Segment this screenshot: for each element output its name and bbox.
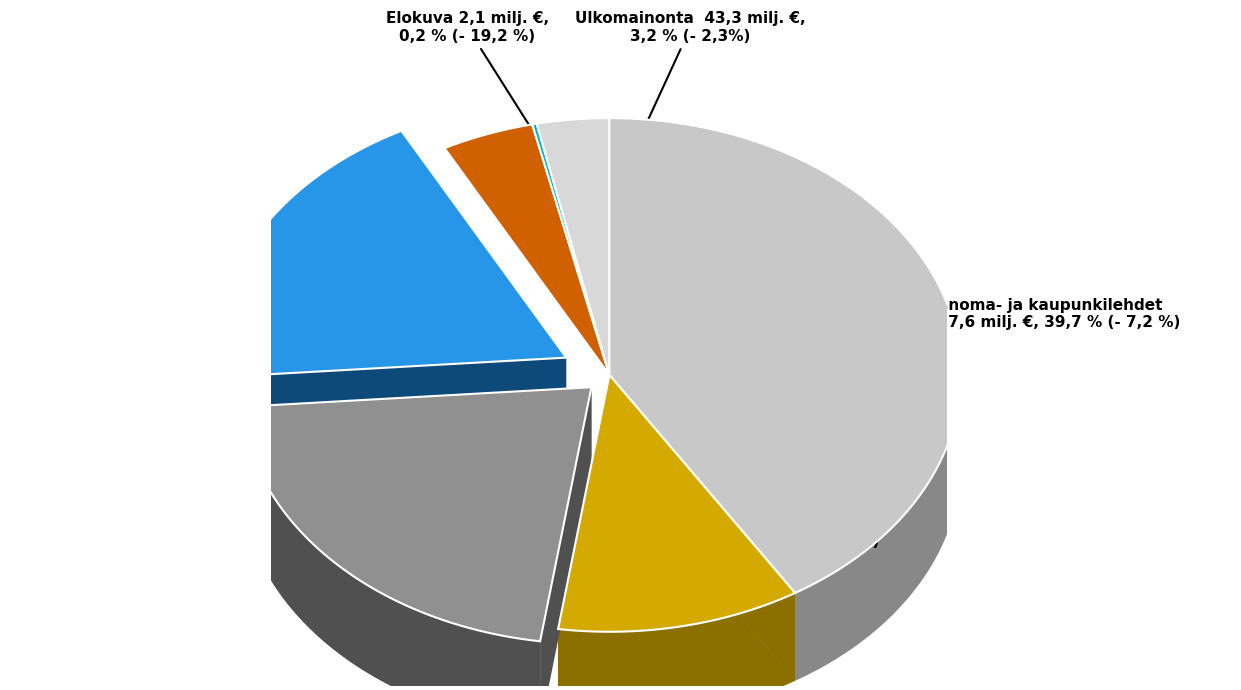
Polygon shape [558,375,609,690]
Polygon shape [216,357,566,465]
PathPatch shape [558,375,795,632]
Text: Ulkomainonta  43,3 milj. €,
3,2 % (- 2,3%): Ulkomainonta 43,3 milj. €, 3,2 % (- 2,3%… [575,12,805,141]
Polygon shape [241,387,592,495]
Polygon shape [795,373,961,681]
Text: Televisio 280,1 milj. €
20,7 % (- 1,1): Televisio 280,1 milj. € 20,7 % (- 1,1) [328,433,513,466]
Polygon shape [609,375,795,681]
Text: Radio
55,4 milj. €
4,1 % (- 3,2 %): Radio 55,4 milj. € 4,1 % (- 3,2 %) [565,190,680,236]
PathPatch shape [532,124,609,375]
PathPatch shape [215,131,566,377]
Text: Verkko 240,4 milj. €
17,8 % (10%): Verkko 240,4 milj. € 17,8 % (10%) [266,261,467,299]
Polygon shape [540,387,592,690]
Polygon shape [241,407,540,690]
PathPatch shape [241,387,592,641]
Polygon shape [558,593,795,690]
PathPatch shape [444,124,609,375]
Text: Elokuva 2,1 milj. €,
0,2 % (- 19,2 %): Elokuva 2,1 milj. €, 0,2 % (- 19,2 %) [386,12,549,141]
Polygon shape [609,375,795,681]
Text: Aikakauslehdet
145,7 milj. €
10,8 % (-7 %): Aikakauslehdet 145,7 milj. € 10,8 % (-7 … [764,499,897,549]
PathPatch shape [609,118,961,593]
PathPatch shape [536,118,609,375]
Text: Sanoma- ja kaupunkilehdet
537,6 milj. €, 39,7 % (- 7,2 %): Sanoma- ja kaupunkilehdet 537,6 milj. €,… [927,298,1180,331]
